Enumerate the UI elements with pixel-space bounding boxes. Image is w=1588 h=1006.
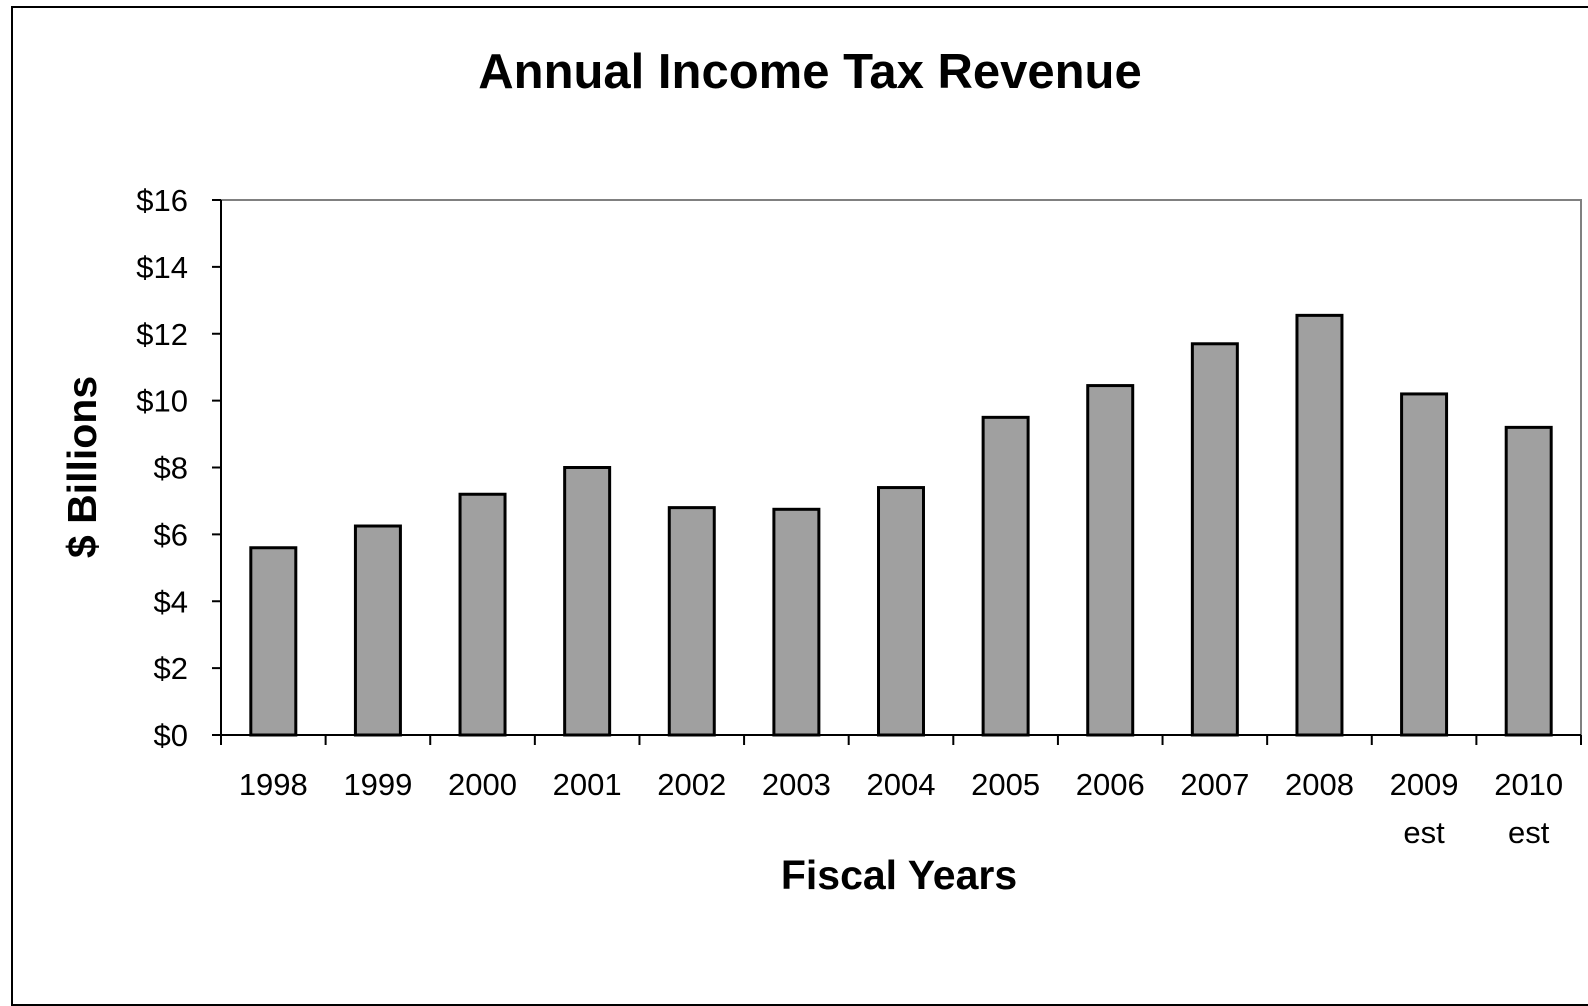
y-tick-label: $6: [154, 517, 188, 552]
x-tick-label: 2005: [971, 767, 1040, 802]
bar-chart: Annual Income Tax Revenue $ Billions Fis…: [59, 45, 1582, 898]
y-tick-label: $16: [136, 183, 188, 218]
x-axis-title: Fiscal Years: [781, 852, 1017, 898]
chart-title: Annual Income Tax Revenue: [478, 45, 1142, 99]
x-tick-label: 1998: [239, 767, 308, 802]
bar: [1504, 425, 1553, 737]
y-tick-label: $4: [154, 584, 188, 619]
y-tick-label: $8: [154, 451, 188, 486]
bar: [877, 486, 925, 737]
bar: [563, 466, 612, 737]
x-tick-label: 2001: [553, 767, 622, 802]
y-axis-title: $ Billions: [59, 376, 105, 558]
bar: [1400, 392, 1449, 737]
bar: [772, 507, 821, 737]
x-axis: 1998 1999 2000 2001 2002 2003 2004 2005 2006 2007…: [220, 734, 1582, 850]
x-tick-label: 2006: [1076, 767, 1145, 802]
bar: [667, 506, 716, 737]
bar: [353, 524, 402, 737]
x-tick-label: 2000: [448, 767, 517, 802]
y-tick-label: $2: [154, 651, 188, 686]
bar: [249, 546, 298, 737]
x-tick-label: 2010: [1494, 767, 1563, 802]
bars: [249, 313, 1553, 737]
y-tick-label: $10: [136, 384, 188, 419]
x-tick-label: est: [1508, 815, 1550, 850]
x-tick-label: 2004: [867, 767, 936, 802]
y-tick-label: $0: [154, 718, 188, 753]
bar: [1190, 342, 1239, 737]
y-tick-label: $12: [136, 317, 188, 352]
y-tick-label: $14: [136, 250, 188, 285]
bar: [1295, 313, 1344, 737]
x-tick-label: 2003: [762, 767, 831, 802]
bar: [1086, 384, 1135, 737]
y-axis: $0 $2 $4 $6 $8 $10 $12 $14 $16: [136, 183, 222, 753]
bar: [981, 415, 1030, 737]
bar: [458, 492, 507, 737]
x-tick-label: est: [1403, 815, 1445, 850]
x-tick-label: 2008: [1285, 767, 1354, 802]
x-tick-label: 2007: [1180, 767, 1249, 802]
x-tick-label: 1999: [343, 767, 412, 802]
x-tick-label: 2002: [657, 767, 726, 802]
x-tick-label: 2009: [1390, 767, 1459, 802]
